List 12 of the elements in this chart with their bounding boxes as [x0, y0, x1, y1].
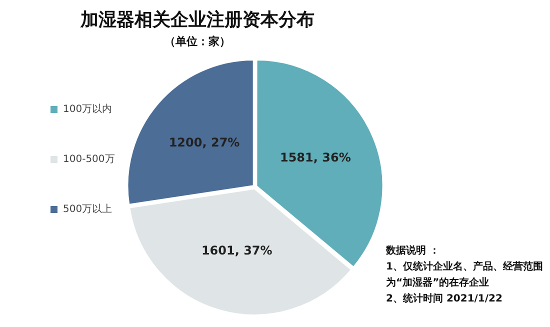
data-label: 1200, 27%	[168, 135, 240, 150]
legend-label: 100万以内	[63, 103, 112, 116]
text: 1、仅统计企业名、产品、经营范围	[386, 260, 543, 273]
data-label: 1601, 37%	[201, 243, 272, 258]
text: 数据说明 ：	[385, 244, 440, 257]
chart-title: 加湿器相关企业注册资本分布	[80, 9, 314, 30]
legend-label: 100-500万	[63, 154, 115, 166]
data-label: 1581, 36%	[280, 150, 351, 165]
text: 为“加湿器”的在存企业	[386, 276, 490, 289]
text: 2、统计时间 2021/1/22	[386, 292, 502, 305]
chart-subtitle: （单位：家）	[164, 35, 230, 48]
legend-label: 500万以上	[63, 203, 112, 216]
